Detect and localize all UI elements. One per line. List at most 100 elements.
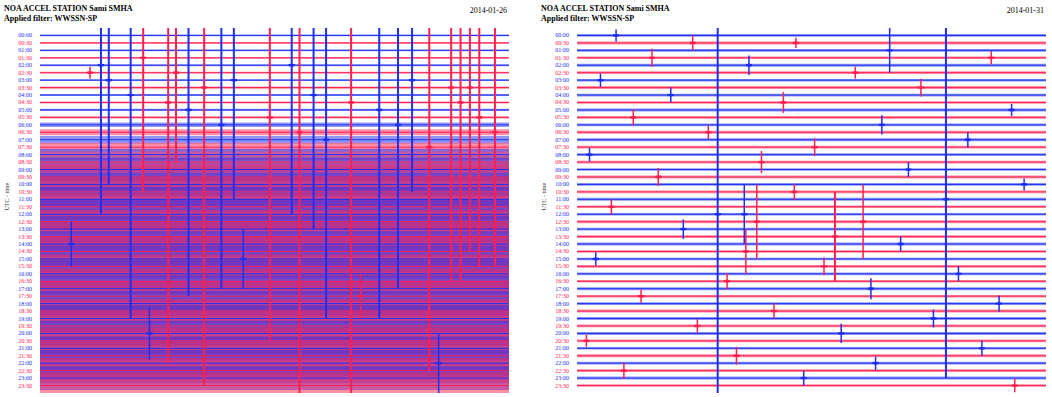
- svg-text:15:30: 15:30: [555, 263, 569, 269]
- svg-text:08:30: 08:30: [18, 159, 32, 165]
- svg-text:21:00: 21:00: [555, 345, 569, 351]
- svg-text:15:30: 15:30: [18, 263, 32, 269]
- svg-text:19:00: 19:00: [555, 316, 569, 322]
- svg-text:15:00: 15:00: [555, 256, 569, 262]
- svg-text:19:30: 19:30: [555, 323, 569, 329]
- svg-text:23:00: 23:00: [18, 375, 32, 381]
- svg-text:17:30: 17:30: [555, 293, 569, 299]
- svg-text:11:30: 11:30: [556, 204, 569, 210]
- svg-text:12:30: 12:30: [18, 219, 32, 225]
- svg-text:04:00: 04:00: [18, 92, 32, 98]
- svg-text:18:30: 18:30: [555, 308, 569, 314]
- svg-text:04:30: 04:30: [18, 99, 32, 105]
- svg-text:00:00: 00:00: [18, 32, 32, 38]
- svg-text:16:00: 16:00: [555, 271, 569, 277]
- svg-text:03:00: 03:00: [555, 77, 569, 83]
- svg-text:07:00: 07:00: [555, 137, 569, 143]
- svg-text:13:00: 13:00: [18, 226, 32, 232]
- svg-text:05:30: 05:30: [555, 114, 569, 120]
- svg-text:05:00: 05:00: [18, 107, 32, 113]
- svg-text:22:30: 22:30: [555, 368, 569, 374]
- svg-text:20:30: 20:30: [18, 338, 32, 344]
- svg-text:20:00: 20:00: [18, 330, 32, 336]
- svg-text:01:00: 01:00: [555, 47, 569, 53]
- svg-text:10:30: 10:30: [555, 189, 569, 195]
- svg-text:15:00: 15:00: [18, 256, 32, 262]
- svg-text:05:30: 05:30: [18, 114, 32, 120]
- svg-text:19:00: 19:00: [18, 316, 32, 322]
- svg-text:11:00: 11:00: [556, 196, 569, 202]
- svg-text:11:00: 11:00: [19, 196, 32, 202]
- svg-text:02:00: 02:00: [18, 62, 32, 68]
- svg-text:14:00: 14:00: [18, 241, 32, 247]
- svg-text:17:30: 17:30: [18, 293, 32, 299]
- svg-text:01:30: 01:30: [18, 55, 32, 61]
- svg-text:12:00: 12:00: [555, 211, 569, 217]
- svg-text:10:00: 10:00: [18, 181, 32, 187]
- svg-text:16:30: 16:30: [555, 278, 569, 284]
- svg-text:05:00: 05:00: [555, 107, 569, 113]
- svg-text:13:00: 13:00: [555, 226, 569, 232]
- svg-text:23:30: 23:30: [555, 383, 569, 389]
- svg-text:02:00: 02:00: [555, 62, 569, 68]
- svg-text:08:30: 08:30: [555, 159, 569, 165]
- svg-text:14:00: 14:00: [555, 241, 569, 247]
- svg-text:21:00: 21:00: [18, 345, 32, 351]
- svg-text:20:00: 20:00: [555, 330, 569, 336]
- svg-text:00:00: 00:00: [555, 32, 569, 38]
- html-text:Applied filter: WWSSN-SP: Applied filter: WWSSN-SP: [4, 14, 98, 23]
- svg-text:10:30: 10:30: [18, 189, 32, 195]
- svg-text:01:30: 01:30: [555, 55, 569, 61]
- svg-text:09:30: 09:30: [555, 174, 569, 180]
- svg-text:12:30: 12:30: [555, 219, 569, 225]
- svg-text:04:00: 04:00: [555, 92, 569, 98]
- svg-text:21:30: 21:30: [18, 353, 32, 359]
- svg-text:04:30: 04:30: [555, 99, 569, 105]
- svg-text:23:00: 23:00: [555, 375, 569, 381]
- svg-text:20:30: 20:30: [555, 338, 569, 344]
- svg-text:18:00: 18:00: [555, 301, 569, 307]
- svg-text:22:30: 22:30: [18, 368, 32, 374]
- svg-text:03:30: 03:30: [18, 85, 32, 91]
- svg-text:06:30: 06:30: [555, 129, 569, 135]
- svg-text:00:30: 00:30: [555, 40, 569, 46]
- svg-text:02:30: 02:30: [18, 70, 32, 76]
- svg-text:02:30: 02:30: [555, 70, 569, 76]
- svg-text:19:30: 19:30: [18, 323, 32, 329]
- svg-text:08:00: 08:00: [555, 152, 569, 158]
- svg-text:09:30: 09:30: [18, 174, 32, 180]
- svg-text:22:00: 22:00: [18, 360, 32, 366]
- svg-text:06:30: 06:30: [18, 129, 32, 135]
- svg-text:00:30: 00:30: [18, 40, 32, 46]
- svg-text:07:30: 07:30: [18, 144, 32, 150]
- svg-text:16:00: 16:00: [18, 271, 32, 277]
- svg-text:13:30: 13:30: [18, 234, 32, 240]
- svg-text:14:30: 14:30: [18, 248, 32, 254]
- svg-text:07:30: 07:30: [555, 144, 569, 150]
- svg-text:23:30: 23:30: [18, 383, 32, 389]
- svg-text:18:30: 18:30: [18, 308, 32, 314]
- svg-text:16:30: 16:30: [18, 278, 32, 284]
- svg-text:10:00: 10:00: [555, 181, 569, 187]
- svg-text:03:00: 03:00: [18, 77, 32, 83]
- svg-text:UTC - time: UTC - time: [541, 183, 547, 211]
- svg-text:01:00: 01:00: [18, 47, 32, 53]
- svg-text:09:00: 09:00: [555, 167, 569, 173]
- svg-text:17:00: 17:00: [18, 286, 32, 292]
- svg-text:08:00: 08:00: [18, 152, 32, 158]
- svg-text:12:00: 12:00: [18, 211, 32, 217]
- svg-text:09:00: 09:00: [18, 167, 32, 173]
- svg-text:21:30: 21:30: [555, 353, 569, 359]
- svg-text:13:30: 13:30: [555, 234, 569, 240]
- svg-text:14:30: 14:30: [555, 248, 569, 254]
- html-text:NOA ACCEL STATION Sami SMHA: NOA ACCEL STATION Sami SMHA: [4, 4, 133, 13]
- svg-text:18:00: 18:00: [18, 301, 32, 307]
- svg-text:07:00: 07:00: [18, 137, 32, 143]
- svg-text:03:30: 03:30: [555, 85, 569, 91]
- svg-text:UTC - time: UTC - time: [4, 183, 10, 211]
- svg-text:06:00: 06:00: [555, 122, 569, 128]
- svg-text:06:00: 06:00: [18, 122, 32, 128]
- svg-text:11:30: 11:30: [19, 204, 32, 210]
- svg-text:22:00: 22:00: [555, 360, 569, 366]
- svg-text:17:00: 17:00: [555, 286, 569, 292]
